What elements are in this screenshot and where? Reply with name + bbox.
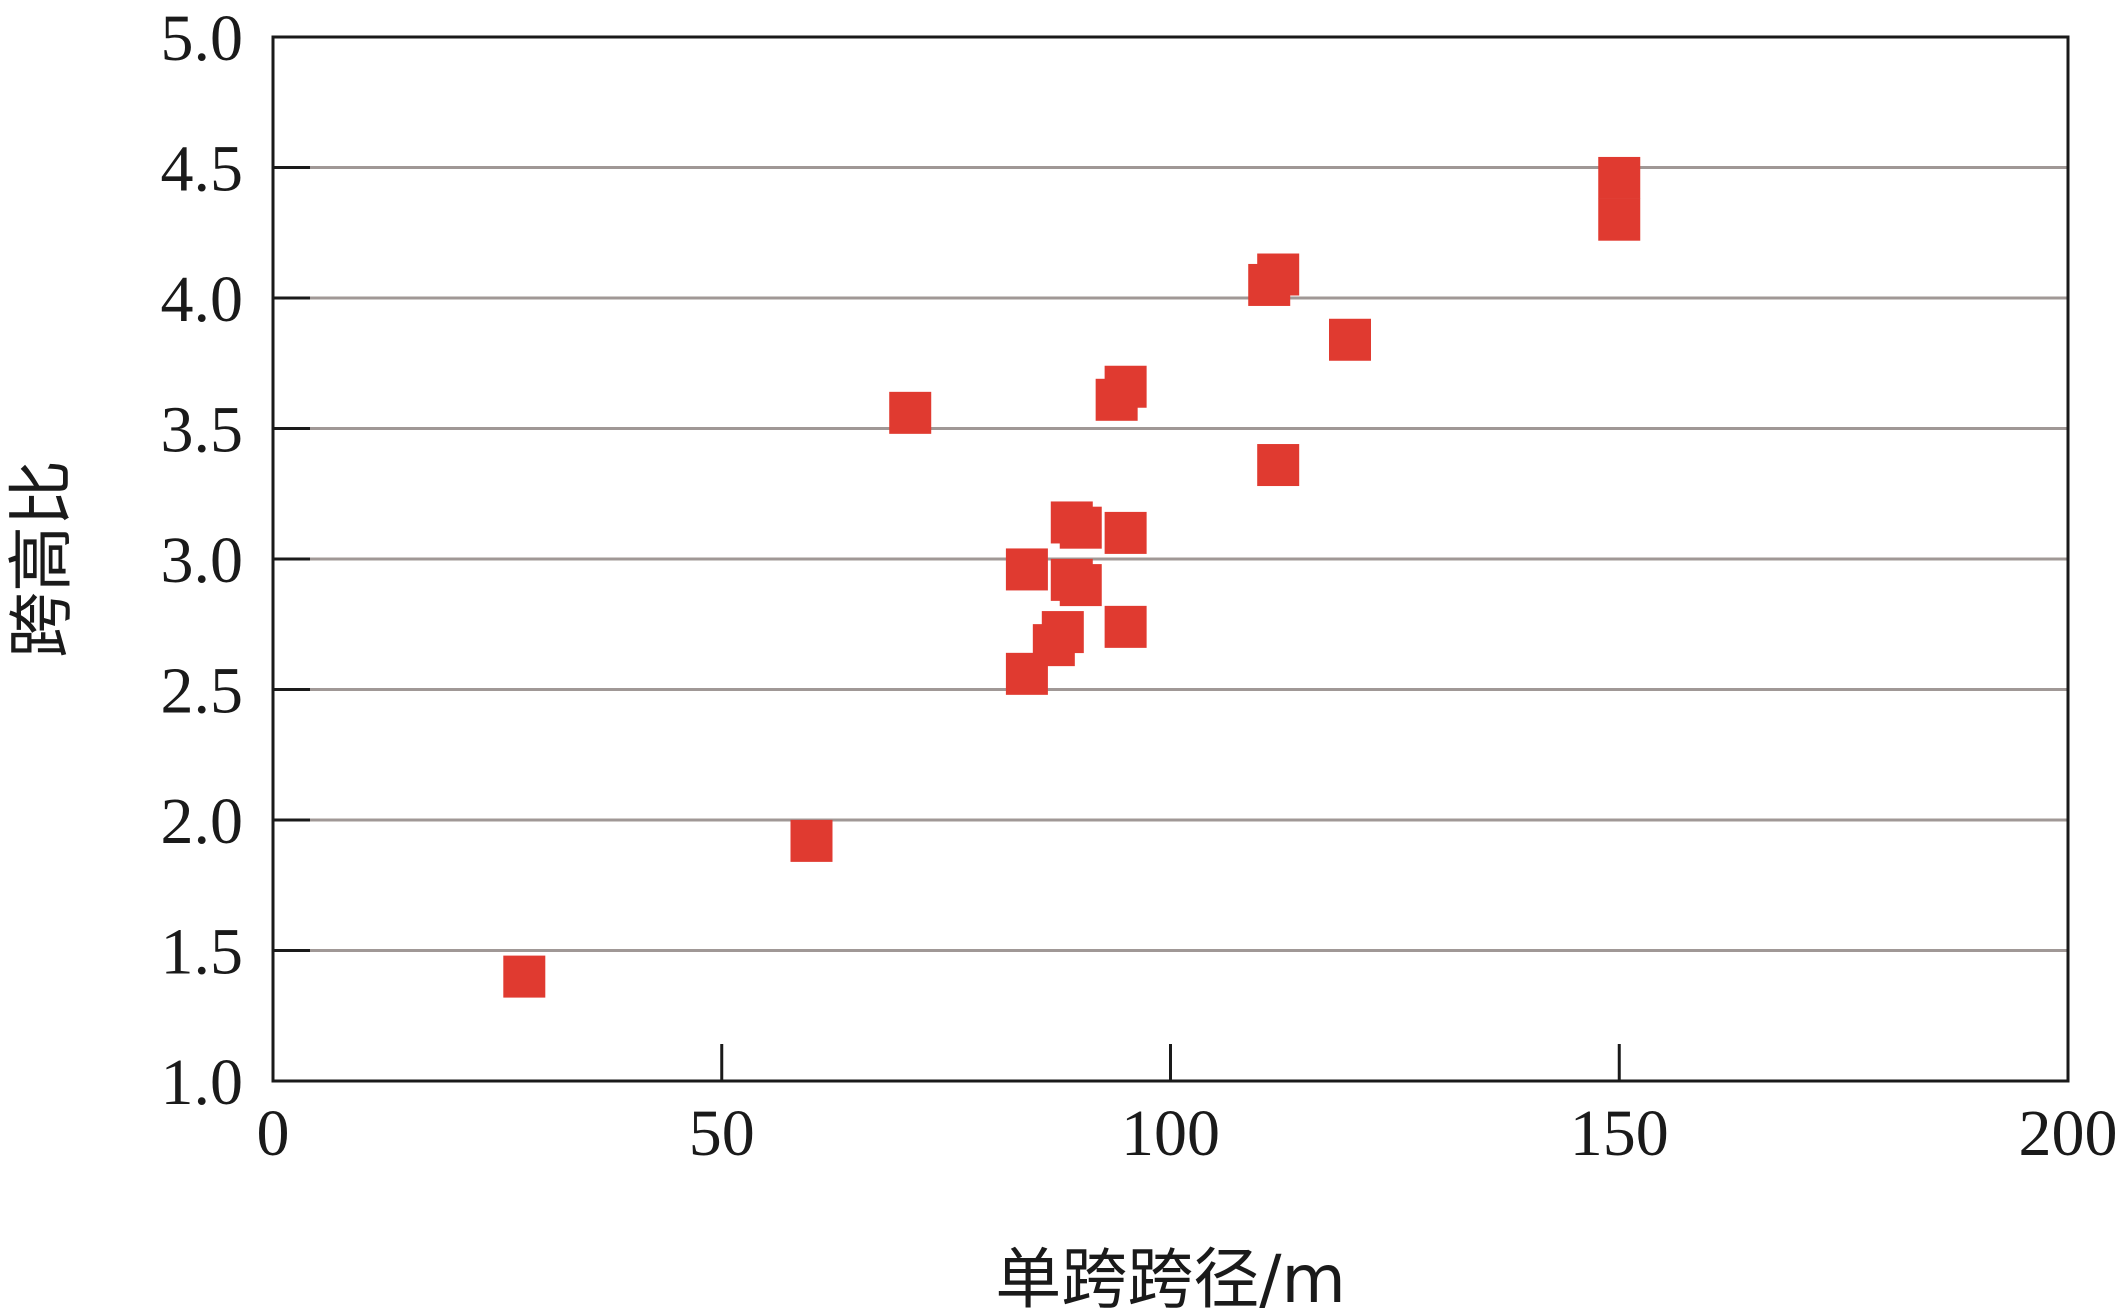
data-point — [503, 955, 546, 998]
x-tick-label: 0 — [257, 1097, 290, 1170]
y-tick-label: 4.0 — [161, 263, 244, 336]
x-axis: 0 50 100 150 200 — [257, 1044, 2118, 1170]
y-tick-label: 4.5 — [161, 133, 244, 206]
data-point — [1104, 511, 1147, 554]
y-tick-label: 5.0 — [161, 2, 244, 75]
x-tick-label: 200 — [2019, 1097, 2118, 1170]
data-point — [1059, 564, 1102, 607]
y-axis: 1.0 1.5 2.0 2.5 3.0 3.5 4.0 4.5 5.0 — [161, 2, 310, 1119]
x-axis-title: 单跨跨径/m — [995, 1241, 1346, 1310]
y-tick-label: 3.0 — [161, 524, 244, 597]
data-point — [1104, 605, 1147, 648]
data-point — [1257, 253, 1300, 296]
data-point — [889, 391, 932, 434]
y-tick-label: 2.5 — [161, 655, 244, 728]
data-point — [1257, 444, 1300, 487]
y-axis-title: 跨高比 — [3, 460, 80, 658]
y-tick-label: 3.5 — [161, 394, 244, 467]
data-point — [1598, 156, 1641, 199]
data-point — [1059, 506, 1102, 549]
x-tick-label: 50 — [689, 1097, 755, 1170]
data-point — [790, 819, 833, 862]
data-point — [1005, 548, 1048, 591]
data-point — [1104, 365, 1147, 408]
gridlines — [273, 166, 2068, 952]
y-tick-label: 1.5 — [161, 916, 244, 989]
x-tick-label: 100 — [1121, 1097, 1220, 1170]
data-point — [1329, 318, 1371, 361]
y-tick-label: 2.0 — [161, 785, 244, 858]
data-point — [1598, 198, 1641, 241]
y-tick-label: 1.0 — [161, 1046, 244, 1119]
data-points — [503, 156, 1641, 998]
x-tick-label: 150 — [1570, 1097, 1669, 1170]
data-point — [1041, 611, 1084, 654]
